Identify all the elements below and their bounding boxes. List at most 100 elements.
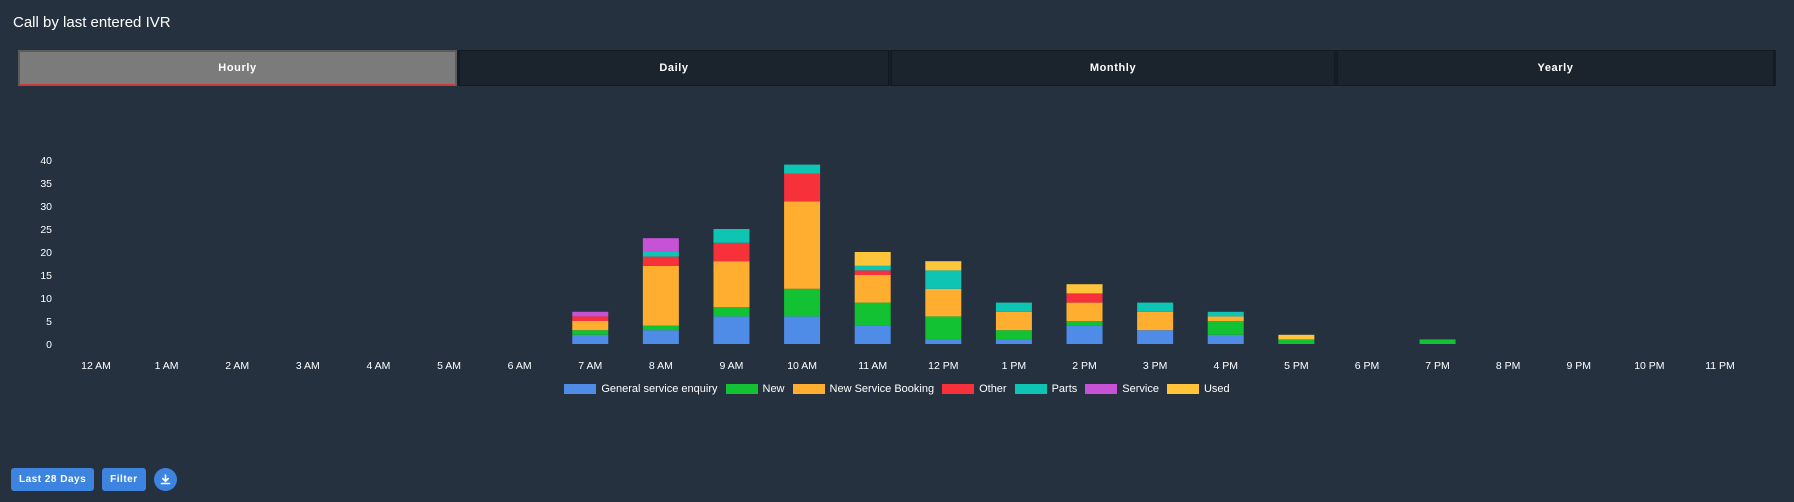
bar-segment[interactable] (1207, 334, 1244, 344)
bar-segment[interactable] (1066, 284, 1103, 294)
filter-button[interactable]: Filter (102, 468, 146, 491)
y-tick-label: 35 (40, 178, 52, 190)
y-tick-label: 0 (46, 339, 52, 351)
bar-segment[interactable] (642, 256, 679, 266)
bar-segment[interactable] (925, 339, 962, 344)
bar-segment[interactable] (713, 242, 750, 262)
x-tick-label: 8 PM (1496, 360, 1521, 370)
bar-segment[interactable] (713, 316, 750, 344)
legend-item[interactable]: Service (1085, 383, 1159, 395)
tab-hourly[interactable]: Hourly (18, 50, 457, 86)
y-tick-label: 10 (40, 293, 52, 305)
bar-segment[interactable] (784, 164, 821, 174)
bar-segment[interactable] (1066, 302, 1103, 321)
bar-segment[interactable] (1137, 330, 1174, 344)
bar-segment[interactable] (995, 311, 1032, 331)
x-tick-label: 11 PM (1705, 360, 1735, 370)
bar-segment[interactable] (572, 321, 609, 331)
tab-yearly[interactable]: Yearly (1337, 50, 1774, 86)
bar-segment[interactable] (572, 334, 609, 344)
y-tick-label: 30 (40, 201, 52, 213)
tab-monthly[interactable]: Monthly (891, 50, 1335, 86)
bar-segment[interactable] (642, 238, 679, 252)
legend-label: New Service Booking (829, 383, 935, 395)
bar-segment[interactable] (642, 330, 679, 344)
bar-segment[interactable] (1066, 321, 1103, 326)
x-tick-label: 7 AM (578, 360, 602, 370)
bar-segment[interactable] (925, 316, 962, 340)
legend-label: Other (979, 383, 1007, 395)
x-tick-label: 4 PM (1213, 360, 1238, 370)
bar-segment[interactable] (713, 307, 750, 317)
bar-segment[interactable] (1137, 302, 1174, 312)
x-tick-label: 3 AM (296, 360, 320, 370)
x-tick-label: 6 AM (508, 360, 532, 370)
bar-segment[interactable] (784, 173, 821, 202)
x-tick-label: 7 PM (1425, 360, 1450, 370)
bar-segment[interactable] (854, 302, 891, 326)
bar-segment[interactable] (1278, 339, 1315, 344)
y-tick-label: 20 (40, 247, 52, 259)
x-tick-label: 11 AM (858, 360, 887, 370)
x-tick-label: 12 AM (81, 360, 111, 370)
date-range-button[interactable]: Last 28 Days (11, 468, 95, 491)
bar-segment[interactable] (1207, 311, 1244, 317)
bar-segment[interactable] (1066, 325, 1103, 344)
legend-label: Used (1203, 383, 1230, 395)
bar-segment[interactable] (1137, 311, 1174, 331)
bar-segment[interactable] (854, 265, 891, 271)
tab-daily[interactable]: Daily (459, 50, 889, 86)
bar-segment[interactable] (1278, 334, 1315, 340)
bar-segment[interactable] (642, 265, 679, 326)
bar-segment[interactable] (784, 288, 821, 317)
bar-segment[interactable] (995, 302, 1032, 312)
legend-item[interactable]: Other (942, 383, 1007, 395)
legend-swatch (1085, 384, 1118, 394)
legend-swatch (725, 384, 758, 394)
x-tick-label: 2 PM (1072, 360, 1097, 370)
legend-item[interactable]: New (725, 383, 785, 395)
legend-item[interactable]: Used (1166, 383, 1230, 395)
bar-segment[interactable] (854, 270, 891, 275)
bar-segment[interactable] (572, 330, 609, 335)
bar-segment[interactable] (713, 229, 750, 243)
bar-segment[interactable] (784, 201, 821, 289)
bar-segment[interactable] (1207, 321, 1244, 335)
y-tick-label: 5 (46, 316, 52, 328)
legend-item[interactable]: General service enquiry (564, 383, 718, 395)
download-icon (160, 474, 170, 485)
bar-segment[interactable] (1066, 293, 1103, 303)
x-tick-label: 8 AM (649, 360, 673, 370)
bar-segment[interactable] (642, 252, 679, 257)
x-tick-label: 10 AM (787, 360, 817, 370)
bar-segment[interactable] (1207, 316, 1244, 321)
bar-segment[interactable] (784, 316, 821, 344)
legend-item[interactable]: New Service Booking (792, 383, 935, 395)
bar-segment[interactable] (925, 261, 962, 271)
bar-segment[interactable] (713, 261, 750, 308)
legend-swatch (564, 384, 597, 394)
x-tick-label: 12 PM (928, 360, 958, 370)
x-tick-label: 3 PM (1143, 360, 1168, 370)
x-tick-label: 6 PM (1355, 360, 1380, 370)
bar-segment[interactable] (1419, 339, 1456, 344)
y-tick-label: 15 (40, 270, 52, 282)
stacked-bar-chart: 0 5 10 15 20 25 30 35 40 12 AM 1 AM 2 AM 3 AM 4 AM 5 A… (40, 155, 1735, 370)
bar-segment[interactable] (854, 275, 891, 303)
y-tick-label: 25 (40, 224, 52, 236)
bar-segment[interactable] (572, 311, 609, 317)
bar-segment[interactable] (995, 339, 1032, 344)
bar-segment[interactable] (642, 325, 679, 331)
bar-segment[interactable] (572, 316, 609, 321)
bar-segment[interactable] (854, 325, 891, 344)
x-tick-label: 10 PM (1634, 360, 1664, 370)
chart-legend: General service enquiry New New Service Bo… (0, 383, 1794, 395)
x-tick-label: 1 PM (1002, 360, 1027, 370)
bar-segment[interactable] (925, 288, 962, 317)
bar-segment[interactable] (854, 252, 891, 266)
legend-item[interactable]: Parts (1014, 383, 1077, 395)
bar-segment[interactable] (995, 330, 1032, 340)
bar-segment[interactable] (925, 270, 962, 289)
download-button[interactable] (153, 468, 177, 491)
